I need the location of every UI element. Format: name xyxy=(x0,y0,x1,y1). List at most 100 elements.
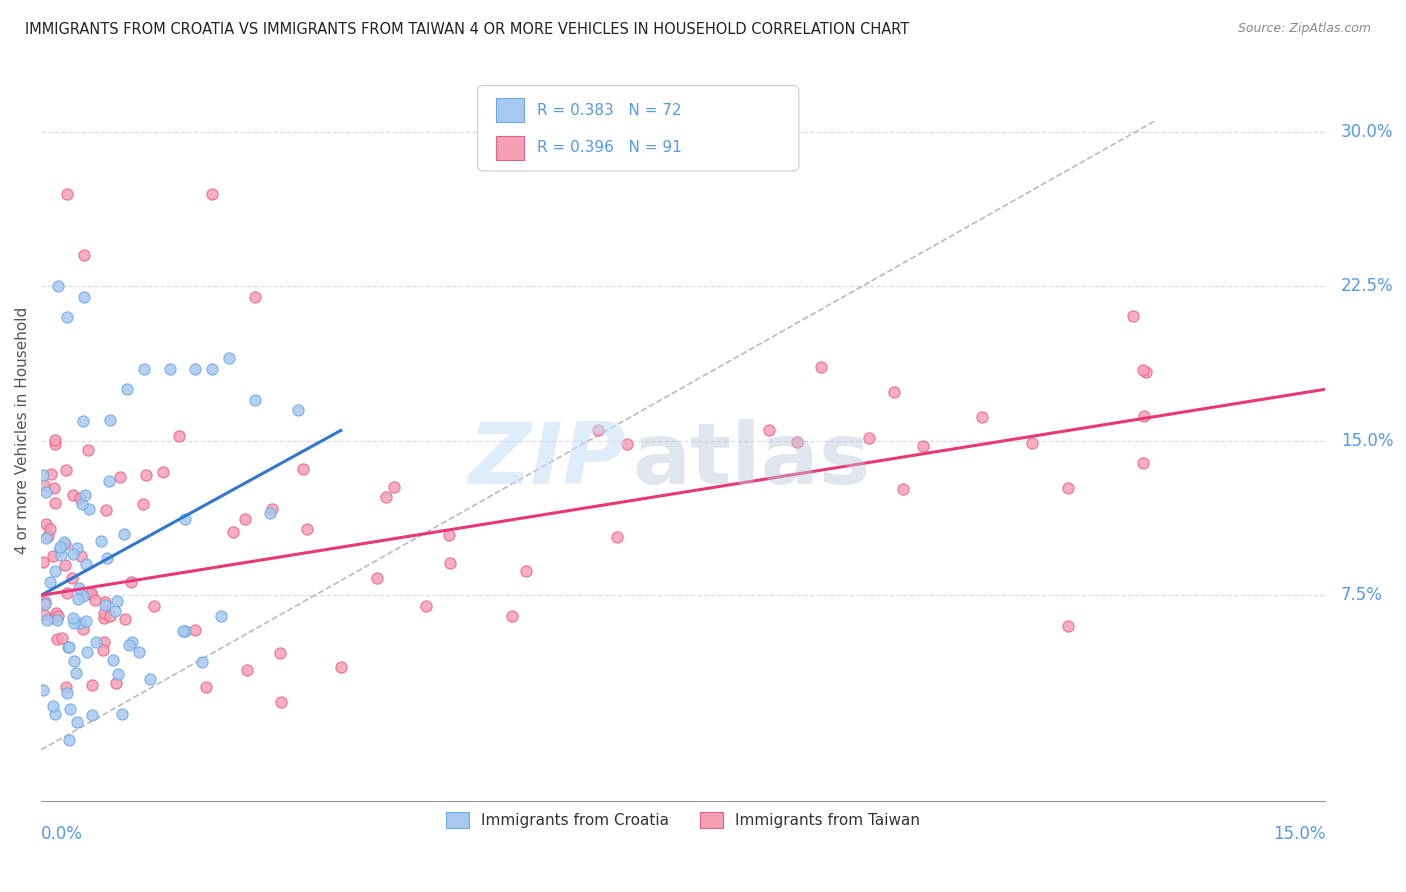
Point xyxy=(31,683,53,698)
Point xyxy=(270,695,292,709)
Point xyxy=(121,635,143,649)
Point xyxy=(84,593,107,607)
Point xyxy=(59,701,82,715)
Point xyxy=(96,550,118,565)
Point xyxy=(114,611,136,625)
Text: 15.0%: 15.0% xyxy=(1272,825,1326,843)
Point xyxy=(374,490,396,504)
Point xyxy=(41,467,63,482)
Point xyxy=(63,616,86,631)
Text: atlas: atlas xyxy=(631,418,870,501)
Point xyxy=(55,680,77,694)
Point xyxy=(73,248,96,262)
Point xyxy=(52,534,75,549)
Point xyxy=(120,574,142,589)
Point xyxy=(72,623,94,637)
Point xyxy=(56,310,79,325)
Point xyxy=(46,608,69,623)
Point xyxy=(1122,310,1144,324)
Point xyxy=(93,606,115,620)
Text: 22.5%: 22.5% xyxy=(1341,277,1393,295)
Point xyxy=(44,496,66,510)
Text: 15.0%: 15.0% xyxy=(1341,432,1393,450)
Point xyxy=(243,392,266,407)
Point xyxy=(143,599,166,614)
Point xyxy=(101,653,124,667)
Point xyxy=(55,463,77,477)
Point xyxy=(42,549,65,563)
Point xyxy=(51,632,73,646)
Point xyxy=(222,524,245,539)
Point xyxy=(501,608,523,623)
Point xyxy=(70,497,93,511)
Point xyxy=(132,361,155,376)
Point xyxy=(53,536,76,550)
Point xyxy=(184,361,207,376)
Point xyxy=(786,435,808,450)
Text: 30.0%: 30.0% xyxy=(1341,123,1393,141)
Point xyxy=(46,279,69,293)
Point xyxy=(34,531,56,545)
Point xyxy=(77,442,100,457)
Point xyxy=(66,541,89,555)
Point xyxy=(382,480,405,494)
Text: R = 0.383   N = 72: R = 0.383 N = 72 xyxy=(537,103,682,118)
Point xyxy=(439,528,461,542)
Point xyxy=(46,632,69,646)
Point xyxy=(174,624,197,638)
Point xyxy=(66,714,89,729)
Point xyxy=(184,623,207,637)
Point xyxy=(366,571,388,585)
Point xyxy=(93,611,115,625)
Point xyxy=(194,681,217,695)
Text: IMMIGRANTS FROM CROATIA VS IMMIGRANTS FROM TAIWAN 4 OR MORE VEHICLES IN HOUSEHOL: IMMIGRANTS FROM CROATIA VS IMMIGRANTS FR… xyxy=(25,22,910,37)
Point xyxy=(49,541,72,556)
Point xyxy=(75,614,97,628)
Point xyxy=(75,557,97,571)
Point xyxy=(243,289,266,303)
Point xyxy=(295,522,318,536)
Point xyxy=(201,361,224,376)
Point xyxy=(172,624,194,638)
Point xyxy=(80,707,103,722)
Y-axis label: 4 or more Vehicles in Household: 4 or more Vehicles in Household xyxy=(15,307,30,554)
Point xyxy=(32,608,55,623)
Point xyxy=(415,599,437,613)
Point xyxy=(44,706,66,721)
Point xyxy=(34,478,56,492)
Point xyxy=(810,359,832,374)
Point xyxy=(94,595,117,609)
Point xyxy=(107,667,129,681)
Text: ZIP: ZIP xyxy=(468,418,626,501)
Point xyxy=(1021,435,1043,450)
Point xyxy=(42,699,65,714)
Point xyxy=(69,549,91,564)
Point xyxy=(112,526,135,541)
Point xyxy=(329,660,352,674)
Point xyxy=(606,530,628,544)
Point xyxy=(51,548,73,562)
Point xyxy=(58,732,80,747)
Point xyxy=(44,564,66,578)
Text: Source: ZipAtlas.com: Source: ZipAtlas.com xyxy=(1237,22,1371,36)
Point xyxy=(44,436,66,450)
Point xyxy=(62,547,84,561)
Point xyxy=(1056,481,1078,495)
Point xyxy=(891,482,914,496)
Point xyxy=(63,654,86,668)
Point xyxy=(31,468,53,483)
Point xyxy=(35,484,58,499)
Point xyxy=(49,541,72,555)
Point xyxy=(56,686,79,700)
Point xyxy=(75,488,97,502)
Point xyxy=(883,384,905,399)
Point xyxy=(84,634,107,648)
Point xyxy=(37,529,59,543)
Point xyxy=(53,558,76,573)
Point xyxy=(128,645,150,659)
Point xyxy=(115,382,138,396)
Point xyxy=(90,533,112,548)
Text: 0.0%: 0.0% xyxy=(41,825,83,843)
Point xyxy=(62,611,84,625)
Point xyxy=(80,678,103,692)
